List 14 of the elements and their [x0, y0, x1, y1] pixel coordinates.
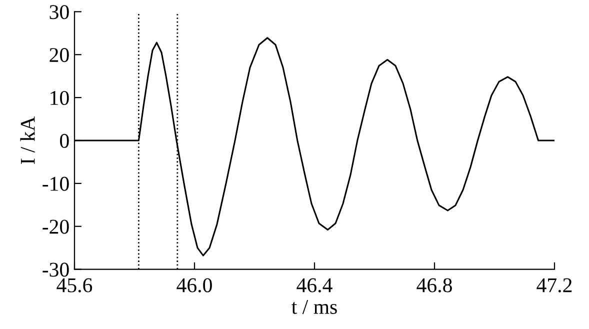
- y-tick-label: -30: [42, 262, 69, 277]
- y-axis-title: I / kA: [20, 116, 35, 164]
- y-tick-label: 0: [60, 134, 69, 148]
- x-tick-label: 46.0: [176, 278, 212, 292]
- x-axis-title: t / ms: [292, 300, 337, 314]
- y-tick-label: -10: [42, 176, 69, 191]
- x-tick-label: 45.6: [56, 278, 92, 292]
- y-tick-label: 30: [50, 5, 69, 20]
- y-tick-label: 20: [50, 48, 69, 62]
- y-tick-label: -20: [42, 220, 69, 234]
- x-tick-label: 47.2: [536, 278, 572, 292]
- x-tick-label: 46.8: [416, 278, 452, 292]
- x-tick-label: 46.4: [296, 278, 332, 292]
- y-tick-label: 10: [50, 90, 69, 105]
